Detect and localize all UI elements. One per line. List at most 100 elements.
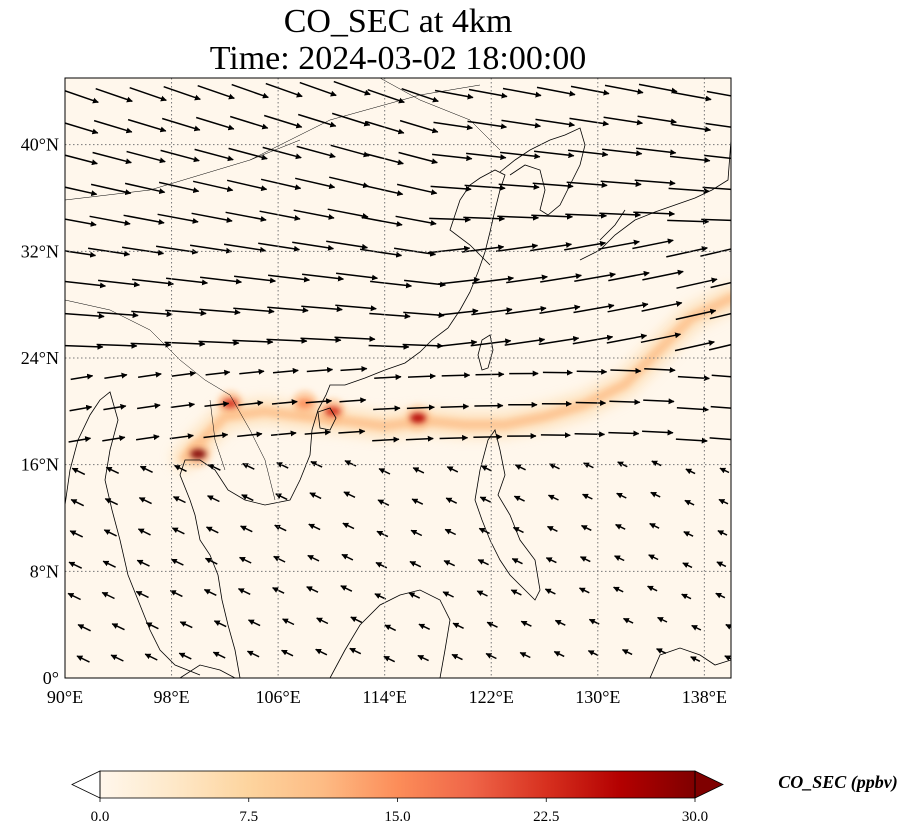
- wind-arrow: [297, 113, 337, 128]
- wind-arrow: [430, 185, 472, 192]
- wind-arrow: [331, 112, 371, 127]
- wind-arrow: [476, 590, 488, 597]
- wind-arrow: [606, 333, 648, 344]
- wind-arrow: [532, 182, 574, 189]
- wind-arrow: [410, 529, 423, 537]
- wind-arrow: [296, 145, 336, 159]
- wind-arrow: [70, 498, 85, 507]
- wind-arrow: [259, 210, 301, 221]
- wind-arrow: [622, 617, 634, 624]
- wind-arrow: [438, 277, 480, 285]
- wind-arrow: [725, 623, 731, 630]
- wind-arrow: [205, 369, 231, 376]
- wind-arrow: [568, 149, 609, 158]
- wind-arrow: [451, 653, 463, 661]
- wind-arrow: [512, 526, 524, 534]
- wind-arrow: [579, 556, 591, 563]
- wind-arrow: [262, 146, 302, 160]
- wind-arrow: [67, 592, 81, 601]
- hotspot: [324, 406, 341, 417]
- colorbar-gradient: [100, 771, 695, 798]
- wind-arrow: [511, 558, 523, 565]
- wind-arrow: [234, 275, 276, 284]
- wind-arrow: [702, 186, 731, 191]
- wind-arrow: [157, 213, 199, 224]
- wind-arrow: [603, 116, 643, 126]
- wind-arrow: [158, 181, 200, 194]
- wind-arrow: [165, 309, 207, 317]
- wind-arrow: [316, 617, 329, 625]
- wind-arrow: [486, 621, 498, 628]
- colorbar-tick-label: 15.0: [384, 809, 410, 825]
- wind-arrow: [239, 368, 265, 375]
- wind-arrow: [498, 183, 540, 190]
- wind-arrow: [709, 312, 731, 320]
- colorbar-tick-label: 22.5: [533, 809, 559, 825]
- wind-arrow: [87, 247, 131, 257]
- wind-arrow: [136, 559, 150, 567]
- wind-arrow: [334, 335, 376, 342]
- wind-arrow: [683, 531, 694, 537]
- wind-arrow: [504, 337, 546, 346]
- wind-arrow: [587, 650, 599, 657]
- wind-arrow: [574, 431, 606, 438]
- wind-arrow: [412, 467, 425, 474]
- wind-arrow: [564, 240, 606, 251]
- wind-arrow: [409, 560, 422, 568]
- wind-arrow: [65, 122, 99, 135]
- wind-arrow: [548, 463, 560, 470]
- wind-arrow: [383, 655, 396, 663]
- wind-arrow: [340, 585, 353, 592]
- wind-arrow: [135, 434, 160, 441]
- wind-arrow: [668, 187, 710, 194]
- wind-arrow: [170, 401, 195, 409]
- wind-arrow: [573, 303, 615, 314]
- lat-tick-label: 8°N: [30, 561, 59, 581]
- wind-arrow: [102, 560, 116, 568]
- wind-arrow: [307, 554, 320, 562]
- coastline-borneo: [329, 589, 451, 678]
- wind-arrow: [260, 178, 302, 191]
- wind-arrow: [65, 343, 104, 350]
- wind-arrow: [709, 437, 731, 441]
- wind-arrow: [374, 374, 402, 381]
- wind-arrow: [633, 210, 675, 217]
- wind-arrow: [369, 312, 411, 320]
- wind-arrow: [161, 117, 201, 132]
- wind-arrow: [173, 464, 187, 472]
- wind-arrow: [299, 81, 337, 97]
- wind-arrow: [171, 370, 196, 377]
- wind-arrow: [570, 85, 610, 96]
- wind-arrow: [675, 308, 717, 321]
- wind-arrow: [613, 586, 624, 593]
- wind-arrow: [276, 461, 289, 469]
- colorbar-label: CO_SEC (ppbv): [778, 772, 898, 793]
- coastline-sumatra: [179, 664, 236, 678]
- wind-arrow: [676, 277, 718, 289]
- wind-arrow: [123, 214, 165, 225]
- wind-arrow: [395, 215, 437, 226]
- wind-arrow: [406, 404, 435, 411]
- wind-arrow: [126, 150, 166, 164]
- lon-tick-label: 130°E: [575, 687, 620, 707]
- wind-arrow: [576, 368, 608, 375]
- wind-arrow: [638, 83, 678, 94]
- colorbar-max-extend: [694, 770, 724, 799]
- wind-arrow: [715, 592, 726, 599]
- wind-arrow: [471, 307, 513, 316]
- wind-arrow: [95, 87, 133, 103]
- wind-arrow: [247, 619, 261, 627]
- wind-arrow: [575, 399, 607, 406]
- wind-arrow: [359, 248, 403, 258]
- wind-arrow: [461, 244, 505, 253]
- lon-tick-label: 122°E: [469, 687, 514, 707]
- coastline-asia-mainland: [65, 169, 506, 678]
- wind-arrow: [650, 491, 661, 498]
- coastline-new-guinea: [649, 647, 731, 678]
- wind-arrow: [544, 588, 556, 595]
- wind-arrow: [132, 278, 174, 287]
- wind-arrow: [691, 624, 702, 631]
- wind-arrow: [292, 241, 334, 251]
- wind-arrow: [145, 622, 159, 630]
- wind-arrow: [160, 149, 200, 163]
